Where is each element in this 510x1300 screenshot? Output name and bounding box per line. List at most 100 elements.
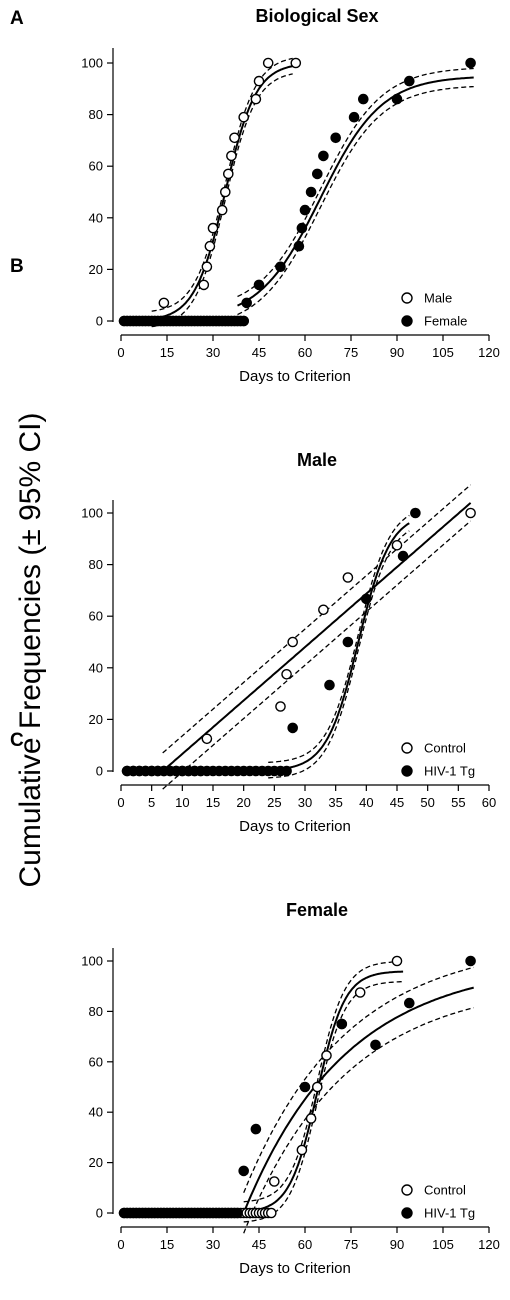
filled-data-point <box>330 132 342 144</box>
fit-line <box>162 502 472 772</box>
ci-upper-line <box>268 514 410 764</box>
x-tick-label: 0 <box>117 345 124 360</box>
y-tick-label: 80 <box>89 1004 103 1019</box>
x-tick-label: 35 <box>328 795 342 810</box>
filled-data-point <box>403 997 415 1009</box>
ci-upper-line <box>162 484 472 754</box>
x-tick-label: 25 <box>267 795 281 810</box>
shared-y-axis-label: Cumulative Frequencies (± 95% CI) <box>14 413 47 888</box>
filled-data-point <box>305 186 317 198</box>
filled-data-point <box>311 168 323 180</box>
open-data-point <box>305 1113 317 1124</box>
open-data-point <box>465 507 476 519</box>
x-tick-label: 30 <box>206 345 220 360</box>
ci-upper-line <box>151 57 293 312</box>
fit-line <box>243 970 404 1213</box>
open-data-point <box>201 733 213 745</box>
legend-label: Female <box>424 314 467 329</box>
fit-line <box>242 986 474 1214</box>
fit-line <box>268 522 410 772</box>
filled-data-point <box>403 75 415 87</box>
legend-label: HIV-1 Tg <box>424 764 475 779</box>
x-axis-label: Days to Criterion <box>239 818 351 835</box>
filled-data-point <box>250 1123 262 1135</box>
x-tick-label: 60 <box>298 1237 312 1252</box>
filled-data-point <box>342 636 354 648</box>
x-tick-label: 30 <box>206 1237 220 1252</box>
filled-data-point <box>238 1165 249 1177</box>
filled-data-point <box>241 297 252 309</box>
x-axis-label: Days to Criterion <box>239 1260 351 1277</box>
x-tick-label: 50 <box>420 795 434 810</box>
legend-label: Control <box>424 741 466 756</box>
panel-b: B Male 0 20 40 60 80 100 0 5 10 15 20 25 30 35 40 45 50 55 6… <box>10 256 496 835</box>
ci-lower-line <box>268 530 410 779</box>
filled-data-point <box>397 550 409 562</box>
x-tick-label: 45 <box>252 345 266 360</box>
y-tick-label: 20 <box>89 712 103 727</box>
open-data-point <box>287 636 299 648</box>
legend-label: Male <box>424 291 452 306</box>
y-tick-label: 80 <box>89 107 103 122</box>
x-tick-label: 0 <box>117 795 124 810</box>
legend-marker <box>401 315 413 327</box>
open-data-point <box>275 701 286 712</box>
ci-lower-line <box>243 1007 474 1234</box>
open-data-point <box>216 204 228 216</box>
filled-data-point <box>287 722 299 734</box>
filled-data-point <box>299 1081 311 1093</box>
x-tick-label: 0 <box>117 1237 124 1252</box>
filled-data-point <box>391 93 403 105</box>
filled-data-point <box>348 111 360 123</box>
filled-data-point <box>336 1018 348 1030</box>
y-tick-label: 100 <box>81 506 103 521</box>
x-tick-label: 55 <box>451 795 465 810</box>
x-tick-label: 15 <box>160 345 174 360</box>
x-tick-label: 75 <box>344 1237 358 1252</box>
filled-data-point <box>238 315 249 327</box>
x-axis-label: Days to Criterion <box>239 368 351 385</box>
open-data-point <box>265 1207 277 1219</box>
filled-data-point <box>293 240 305 252</box>
x-tick-label: 45 <box>390 795 404 810</box>
y-tick-label: 40 <box>89 660 103 675</box>
filled-data-point <box>253 279 265 291</box>
y-tick-label: 0 <box>96 1206 103 1221</box>
x-tick-label: 60 <box>298 345 312 360</box>
open-data-point <box>391 540 403 551</box>
open-data-point <box>204 240 216 252</box>
open-data-point <box>250 93 262 105</box>
filled-data-point <box>275 261 286 273</box>
filled-data-point <box>465 955 476 967</box>
open-data-point <box>354 987 366 998</box>
open-data-point <box>229 132 240 144</box>
x-tick-label: 105 <box>432 1237 454 1252</box>
open-data-point <box>198 279 210 291</box>
y-tick-label: 100 <box>81 954 103 969</box>
filled-data-point <box>296 222 308 234</box>
y-tick-label: 0 <box>96 764 103 779</box>
open-data-point <box>262 57 274 69</box>
open-data-point <box>219 186 231 198</box>
x-tick-label: 5 <box>148 795 155 810</box>
panel-letter: B <box>10 256 24 277</box>
filled-data-point <box>318 150 329 162</box>
x-tick-label: 120 <box>478 345 500 360</box>
open-data-point <box>222 168 234 180</box>
filled-data-point <box>324 679 335 691</box>
filled-data-point <box>370 1039 381 1051</box>
ci-lower-line <box>237 85 474 316</box>
legend-marker <box>401 1184 413 1196</box>
fit-line <box>237 76 474 307</box>
ci-upper-line <box>243 960 404 1203</box>
ci-lower-line <box>162 520 472 790</box>
open-data-point <box>253 75 265 87</box>
open-data-point <box>201 261 213 273</box>
y-tick-label: 60 <box>89 609 103 624</box>
ci-lower-line <box>243 980 404 1223</box>
x-tick-label: 15 <box>160 1237 174 1252</box>
open-data-point <box>158 297 170 309</box>
legend-marker <box>401 765 413 777</box>
panel-a: A Biological Sex 0 20 40 60 80 100 0 15 30 45 60 75 90… <box>10 6 500 385</box>
